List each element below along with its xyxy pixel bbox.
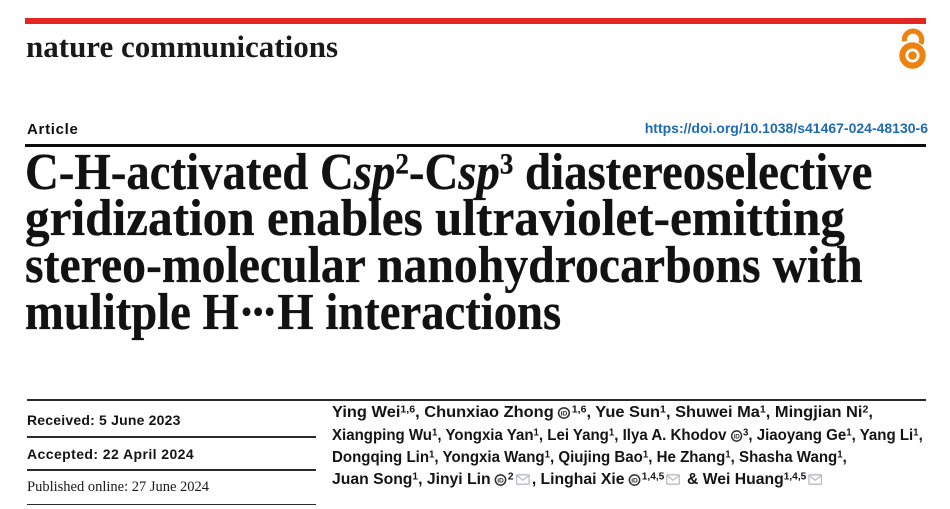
svg-text:iD: iD [631,477,638,484]
svg-text:iD: iD [498,477,505,484]
svg-text:iD: iD [733,433,740,440]
svg-text:iD: iD [561,411,568,418]
